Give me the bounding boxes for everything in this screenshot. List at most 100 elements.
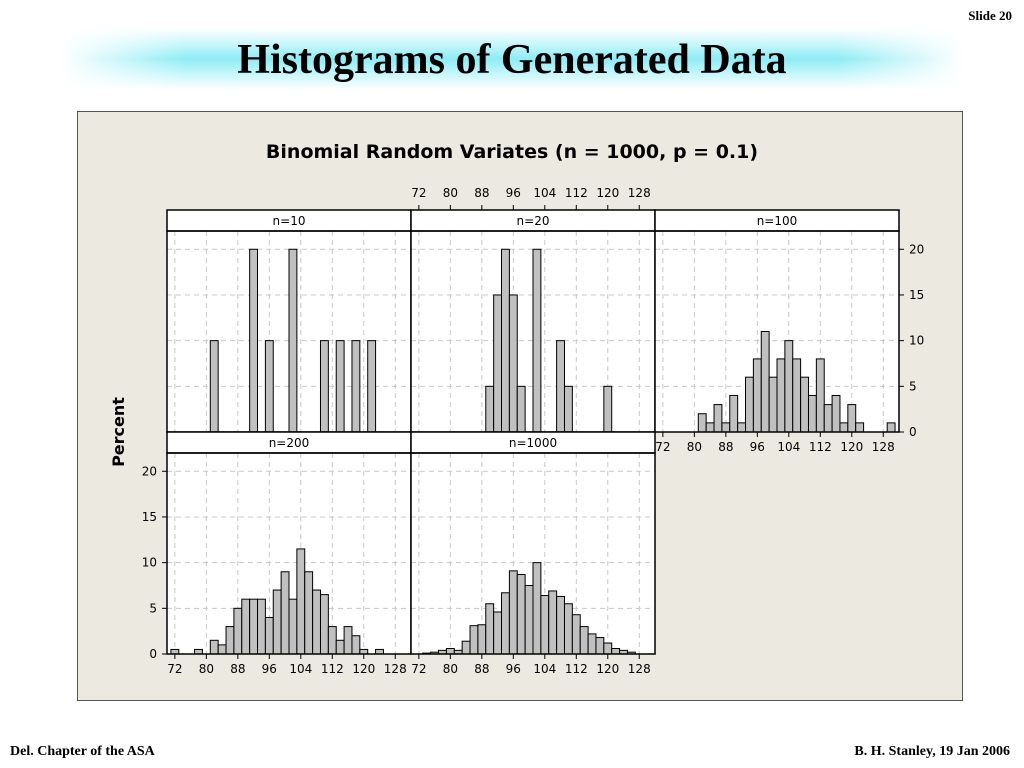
histogram-bar — [288, 598, 298, 655]
slide-title: Histograms of Generated Data — [237, 37, 787, 83]
chart-title: Binomial Random Variates (n = 1000, p = … — [265, 141, 759, 163]
x-tick-label: 72 — [411, 662, 426, 676]
histogram-bar — [249, 598, 259, 655]
histogram-bar — [327, 626, 337, 655]
histogram-bar — [729, 394, 739, 433]
histogram-bar — [501, 248, 510, 433]
y-tick-label: 5 — [149, 601, 157, 615]
x-tick-label: 88 — [474, 662, 489, 676]
x-tick-label: 88 — [718, 440, 733, 454]
x-tick-label: 120 — [840, 440, 863, 454]
histogram-bar — [225, 626, 235, 655]
histogram-bar — [272, 589, 282, 655]
footer-organization: Del. Chapter of the ASA — [10, 744, 155, 759]
histogram-bar — [217, 644, 227, 655]
histogram-bar — [343, 626, 353, 655]
panel-label: n=1000 — [509, 436, 557, 450]
histogram-bar — [532, 248, 542, 433]
y-tick-label: 10 — [909, 334, 924, 348]
histogram-bar — [524, 584, 534, 655]
x-tick-label: 112 — [565, 186, 588, 200]
histogram-bar — [603, 385, 613, 433]
x-tick-label: 128 — [628, 662, 651, 676]
histogram-bar — [351, 635, 361, 655]
histogram-bar — [563, 385, 573, 433]
x-tick-label: 104 — [289, 662, 312, 676]
histogram-bar — [556, 340, 565, 433]
y-tick-label: 5 — [909, 379, 917, 393]
x-tick-label: 96 — [262, 662, 277, 676]
histogram-bar — [501, 592, 510, 655]
x-tick-label: 120 — [596, 662, 619, 676]
y-tick-label: 20 — [142, 464, 157, 478]
histogram-bar — [532, 562, 542, 655]
x-tick-label: 80 — [443, 662, 458, 676]
histogram-bar — [556, 595, 565, 655]
histogram-bar — [579, 626, 589, 655]
x-tick-label: 128 — [872, 440, 895, 454]
histogram-bar — [776, 358, 786, 433]
histogram-bar — [571, 614, 581, 655]
x-tick-label: 88 — [474, 186, 489, 200]
x-tick-label: 80 — [199, 662, 214, 676]
histogram-bar — [516, 385, 526, 433]
y-tick-label: 15 — [909, 288, 924, 302]
slide-number: Slide 20 — [968, 8, 1012, 23]
histogram-bar — [469, 625, 479, 655]
x-tick-label: 72 — [411, 186, 426, 200]
y-tick-label: 15 — [142, 510, 157, 524]
histogram-bar — [461, 640, 471, 655]
histogram-bar — [831, 394, 841, 433]
plot-border — [654, 230, 900, 433]
histogram-bar — [249, 248, 259, 433]
histogram-bar — [587, 633, 597, 655]
histogram-bar — [319, 594, 329, 655]
y-tick-label: 0 — [909, 425, 917, 439]
x-tick-label: 128 — [628, 186, 651, 200]
histogram-bar — [705, 422, 715, 433]
histogram-bar — [485, 603, 495, 655]
y-tick-label: 20 — [909, 242, 924, 256]
panel-label: n=100 — [757, 214, 798, 228]
x-tick-label: 96 — [506, 186, 521, 200]
histogram-bar — [540, 595, 550, 655]
x-tick-label: 104 — [533, 662, 556, 676]
histogram-bar — [304, 571, 314, 655]
panel-label: n=10 — [273, 214, 306, 228]
histogram-bar — [563, 603, 573, 655]
histogram-bar — [839, 422, 849, 433]
histogram-bar — [603, 642, 613, 655]
histogram-bar — [595, 637, 605, 655]
histogram-bar — [493, 611, 503, 655]
footer-author-date: B. H. Stanley, 19 Jan 2006 — [854, 744, 1010, 759]
x-tick-label: 72 — [167, 662, 182, 676]
histogram-bar — [296, 548, 306, 655]
histogram-bar — [477, 624, 487, 655]
x-tick-label: 88 — [230, 662, 245, 676]
histogram-bar — [233, 607, 243, 655]
histogram-bar — [288, 248, 298, 433]
histogram-bar — [737, 422, 747, 433]
histogram-bar — [241, 598, 251, 655]
x-tick-label: 80 — [443, 186, 458, 200]
y-tick-label: 0 — [149, 647, 157, 661]
histogram-bar — [548, 590, 558, 655]
plot-border — [410, 452, 656, 655]
histogram-bar — [847, 404, 857, 433]
y-tick-label: 10 — [142, 556, 157, 570]
histogram-bar — [768, 376, 778, 433]
histogram-bar — [721, 422, 731, 433]
histogram-bar — [823, 404, 833, 433]
x-tick-label: 72 — [655, 440, 670, 454]
x-tick-label: 104 — [777, 440, 800, 454]
x-tick-label: 112 — [565, 662, 588, 676]
histogram-bar — [784, 340, 794, 433]
histogram-bar — [745, 376, 754, 433]
x-tick-label: 120 — [596, 186, 619, 200]
histogram-bar — [855, 422, 865, 433]
title-glow-band — [60, 28, 964, 90]
histogram-bar — [800, 376, 809, 433]
histogram-bar — [264, 340, 274, 433]
histogram-bar — [209, 639, 219, 655]
panel-label: n=20 — [517, 214, 550, 228]
